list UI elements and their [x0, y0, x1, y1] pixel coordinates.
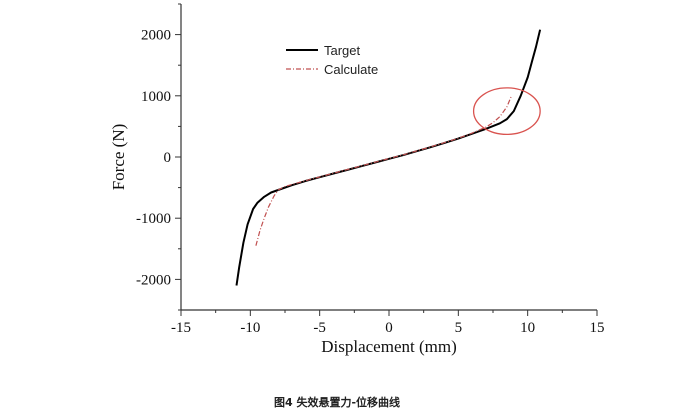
x-tick-label: 0 [385, 320, 393, 336]
figure-caption: 图4 失效悬置力-位移曲线 [273, 396, 401, 409]
series-line-calculate [255, 96, 512, 246]
x-tick-label: -5 [313, 320, 326, 336]
series-line-target [235, 29, 542, 286]
x-axis-title: Displacement (mm) [321, 337, 457, 356]
x-tick-label: 15 [590, 320, 605, 336]
x-tick-label: -15 [171, 320, 191, 336]
x-tick-label: -10 [240, 320, 260, 336]
legend-label-calculate: Calculate [324, 62, 378, 77]
force-displacement-chart: -15 -10 -5 0 5 10 15 -2000 -1000 0 1000 2000 Target… [109, 3, 605, 356]
y-tick-label: 0 [164, 150, 172, 166]
y-tick-label: 2000 [141, 28, 171, 44]
y-tick-label: -1000 [136, 211, 171, 227]
y-tick-label: -2000 [136, 272, 171, 288]
highlight-ellipse [472, 87, 541, 136]
y-tick-label: 1000 [141, 89, 171, 105]
annotation-layer [472, 87, 541, 136]
x-tick-label: 10 [520, 320, 535, 336]
series-layer [235, 29, 542, 286]
legend-label-target: Target [324, 43, 361, 58]
legend: Target Calculate [286, 43, 378, 77]
y-axis-title: Force (N) [109, 124, 128, 191]
x-tick-label: 5 [455, 320, 463, 336]
axes: -15 -10 -5 0 5 10 15 -2000 -1000 0 1000 2000 [136, 3, 605, 336]
